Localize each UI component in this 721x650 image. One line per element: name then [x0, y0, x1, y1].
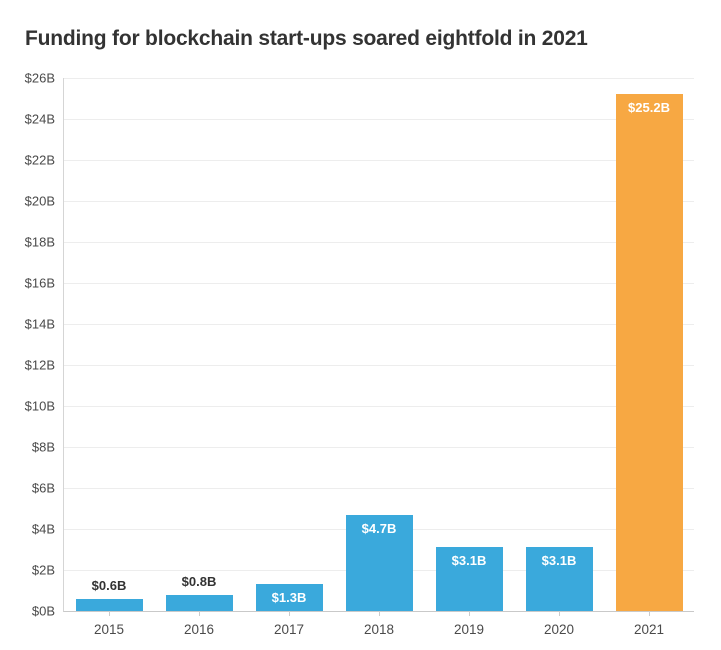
gridline — [64, 364, 694, 366]
x-axis-tick-mark — [559, 611, 560, 616]
y-axis-tick-label: $18B — [24, 234, 55, 250]
gridline — [64, 446, 694, 448]
y-axis-tick-label: $0B — [31, 603, 55, 619]
gridline — [64, 323, 694, 325]
gridline — [64, 77, 694, 79]
gridline — [64, 282, 694, 284]
x-axis-tick-mark — [379, 611, 380, 616]
plot-area: $0B $2B $4B $6B $8B $10B $12B $14B $16B $18B $20B $… — [25, 71, 694, 637]
x-axis-tick-label: 2021 — [633, 622, 665, 637]
x-axis-tick-label: 2020 — [543, 622, 575, 637]
y-axis-tick-label: $26B — [24, 70, 55, 86]
x-axis-tick-label: 2017 — [273, 622, 305, 637]
x-axis-tick-label: 2015 — [93, 622, 125, 637]
y-axis-tick-label: $16B — [24, 275, 55, 291]
x-axis-tick-mark — [199, 611, 200, 616]
gridline — [64, 200, 694, 202]
y-axis-tick-label: $6B — [31, 480, 55, 496]
gridline — [64, 159, 694, 161]
bar-2017[interactable]: $1.3B — [255, 584, 323, 611]
bar-value-label: $0.6B — [91, 578, 127, 593]
x-axis-tick-mark — [649, 611, 650, 616]
x-axis-tick-label: 2019 — [453, 622, 485, 637]
gridline — [64, 405, 694, 407]
x-axis-tick-mark — [469, 611, 470, 616]
bar-2016[interactable] — [165, 595, 233, 611]
bar-2019[interactable]: $3.1B — [435, 547, 503, 611]
y-axis-tick-label: $2B — [31, 562, 55, 578]
bar-value-label: $25.2B — [628, 100, 670, 115]
y-axis-tick-label: $24B — [24, 111, 55, 127]
bar-value-label: $1.3B — [271, 590, 307, 605]
gridline — [64, 487, 694, 489]
y-axis-tick-label: $4B — [31, 521, 55, 537]
bar-value-label: $0.8B — [181, 574, 217, 589]
bar-2020[interactable]: $3.1B — [525, 547, 593, 611]
y-axis-tick-label: $14B — [24, 316, 55, 332]
bar-2021[interactable]: $25.2B — [615, 94, 683, 611]
bar-value-label: $3.1B — [451, 553, 487, 568]
bar-2018[interactable]: $4.7B — [345, 515, 413, 611]
bar-value-label: $4.7B — [361, 521, 397, 536]
x-axis-tick-mark — [289, 611, 290, 616]
y-axis-tick-label: $20B — [24, 193, 55, 209]
x-axis-tick-label: 2018 — [363, 622, 395, 637]
x-axis-tick-label: 2016 — [183, 622, 215, 637]
y-axis-tick-label: $8B — [31, 439, 55, 455]
bar-value-label: $3.1B — [541, 553, 577, 568]
y-axis-tick-label: $12B — [24, 357, 55, 373]
x-axis-tick-mark — [109, 611, 110, 616]
chart-title: Funding for blockchain start-ups soared … — [25, 27, 588, 50]
gridline — [64, 241, 694, 243]
y-axis-tick-label: $10B — [24, 398, 55, 414]
bar-2015[interactable] — [75, 599, 143, 611]
gridline — [64, 118, 694, 120]
y-axis-tick-label: $22B — [24, 152, 55, 168]
